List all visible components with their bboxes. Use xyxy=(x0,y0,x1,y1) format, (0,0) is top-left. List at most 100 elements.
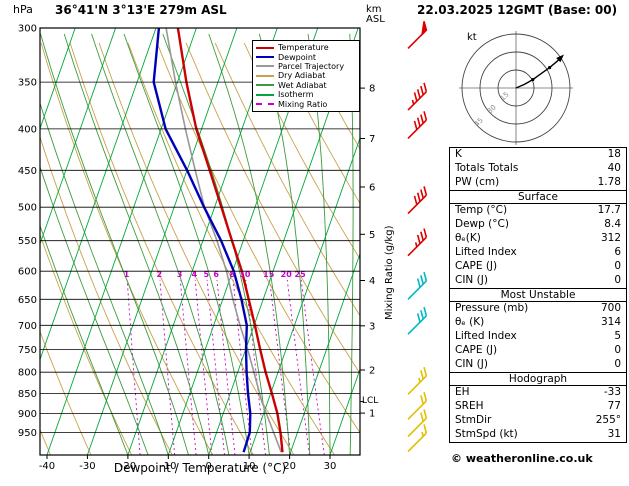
stat-label: SREH xyxy=(455,400,484,412)
dry-adiabat-line xyxy=(243,42,360,260)
mixing-ratio-value-label: 6 xyxy=(213,270,219,279)
stat-label: Temp (°C) xyxy=(455,204,508,216)
stats-panel: K 18 Totals Totals 40 PW (cm) 1.78 Surface … xyxy=(449,147,627,443)
legend-item-temperature: Temperature xyxy=(256,43,356,52)
lcl-marker-label: LCL xyxy=(362,396,379,406)
stat-label: Totals Totals xyxy=(455,162,519,174)
stat-value: 18 xyxy=(607,148,621,160)
barb-full-tick xyxy=(413,120,418,130)
legend-line-swatch xyxy=(256,65,274,68)
datetime-label: 22.03.2025 12GMT (Base: 00) xyxy=(417,3,618,17)
stat-label: StmSpd (kt) xyxy=(455,428,518,440)
barb-full-tick xyxy=(423,186,428,196)
stat-row-stmdir: StmDir 255° xyxy=(450,414,626,428)
pressure-tick-label: 500 xyxy=(18,203,37,214)
temp-tick-label: 0 xyxy=(206,461,212,472)
stat-row-pw: PW (cm) 1.78 xyxy=(450,176,626,190)
barb-full-tick xyxy=(420,310,424,320)
legend-item-isotherm: Isotherm xyxy=(256,90,356,99)
barb-full-tick xyxy=(416,234,421,244)
mixing-ratio-value-label: 8 xyxy=(229,270,235,279)
barb-half-tick xyxy=(411,99,415,105)
mixing-ratio-value-label: 25 xyxy=(295,270,307,279)
barb-full-tick xyxy=(420,395,424,405)
stats-section-title-surface: Surface xyxy=(450,190,626,204)
mixing-ratio-line xyxy=(216,279,236,455)
barb-full-tick xyxy=(416,313,421,323)
altitude-tick-label: 1 xyxy=(369,409,375,420)
barb-full-tick xyxy=(423,82,428,92)
pressure-tick-label: 600 xyxy=(18,267,37,278)
mixing-ratio-line xyxy=(245,279,266,455)
mixing-ratio-line xyxy=(126,279,141,455)
pressure-tick-label: 550 xyxy=(18,236,37,247)
isotherm-line xyxy=(248,136,360,455)
altitude-tick-label: 6 xyxy=(369,183,375,194)
isotherm-line xyxy=(40,28,76,130)
temp-tick-label: -30 xyxy=(79,461,95,472)
stat-value: 31 xyxy=(607,428,621,440)
stat-row-mu-cape: CAPE (J) 0 xyxy=(450,344,626,358)
pressure-tick-label: 400 xyxy=(18,124,37,135)
pressure-tick-label: 850 xyxy=(18,389,37,400)
pressure-tick-label: 750 xyxy=(18,345,37,356)
mixing-ratio-line xyxy=(194,279,213,455)
mixing-ratio-value-label: 5 xyxy=(204,270,210,279)
stats-section-title-most-unstable: Most Unstable xyxy=(450,288,626,302)
plot-border xyxy=(39,27,361,456)
stat-row-mu-cin: CIN (J) 0 xyxy=(450,358,626,372)
mixing-ratio-axis-title: Mixing Ratio (g/kg) xyxy=(384,225,395,320)
stat-value: 8.4 xyxy=(604,218,621,230)
dry-adiabat-line xyxy=(127,42,335,455)
mixing-ratio-value-label: 2 xyxy=(157,270,163,279)
legend-line-swatch xyxy=(256,74,274,77)
mixing-ratio-value-label: 15 xyxy=(263,270,275,279)
legend-item-parcel: Parcel Trajectory xyxy=(256,62,356,71)
barb-full-tick xyxy=(420,412,424,422)
mixing-ratio-line xyxy=(269,279,292,455)
stat-value: 40 xyxy=(607,162,621,174)
barb-half-tick xyxy=(414,242,418,248)
wet-adiabat-line xyxy=(63,33,210,455)
stat-label: Lifted Index xyxy=(455,246,517,258)
stat-label: PW (cm) xyxy=(455,176,500,188)
wet-adiabat-line xyxy=(91,33,230,455)
pressure-tick-label: 450 xyxy=(18,166,37,177)
stat-row-eh: EH -33 xyxy=(450,386,626,400)
temp-tick-label: -20 xyxy=(120,461,136,472)
wind-barb xyxy=(407,228,428,257)
stat-row-surface-thetae: θₑ(K) 312 xyxy=(450,232,626,246)
stat-label: Dewp (°C) xyxy=(455,218,509,230)
altitude-tick-label: 7 xyxy=(369,134,375,145)
barb-full-tick xyxy=(423,366,428,377)
barb-full-tick xyxy=(423,271,428,282)
mixing-ratio-value-label: 4 xyxy=(192,270,198,279)
pressure-tick-label: 800 xyxy=(18,368,37,379)
legend-line-swatch xyxy=(256,103,274,106)
stat-value: 700 xyxy=(600,302,621,314)
pressure-tick-label: 900 xyxy=(18,409,37,420)
stat-label: CIN (J) xyxy=(455,358,488,370)
stat-label: CAPE (J) xyxy=(455,344,498,356)
stat-value: 255° xyxy=(595,414,621,426)
hodograph-ring xyxy=(461,33,571,143)
barb-full-tick xyxy=(413,195,418,205)
legend-item-wet-adiabat: Wet Adiabat xyxy=(256,81,356,90)
temp-tick-label: 10 xyxy=(243,461,256,472)
altitude-unit-asl: ASL xyxy=(366,14,385,25)
pressure-tick-label: 700 xyxy=(18,321,37,332)
stat-row-sreh: SREH 77 xyxy=(450,400,626,414)
wind-barb xyxy=(407,21,428,50)
stat-label: θₑ (K) xyxy=(455,316,485,328)
legend-line-swatch xyxy=(256,84,274,87)
stat-row-k: K 18 xyxy=(450,148,626,162)
stat-row-stmspd: StmSpd (kt) 31 xyxy=(450,428,626,442)
copyright-label: © weatheronline.co.uk xyxy=(451,452,593,465)
barb-full-tick xyxy=(423,409,428,419)
wet-adiabat-line xyxy=(208,33,291,455)
hodograph-arrow-head xyxy=(556,54,564,63)
stat-value: 314 xyxy=(600,316,621,328)
isotherm-line xyxy=(46,28,197,455)
dry-adiabat-line xyxy=(69,42,254,455)
